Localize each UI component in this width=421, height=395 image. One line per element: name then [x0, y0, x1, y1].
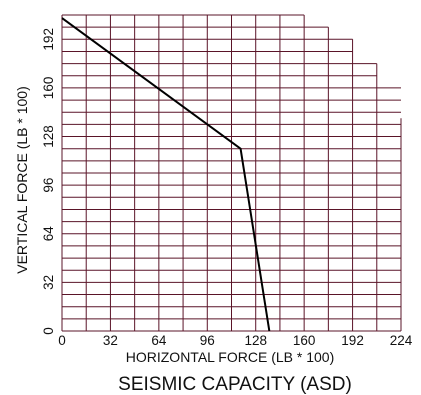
y-tick-label: 192 [41, 28, 56, 51]
y-tick-label: 64 [41, 226, 56, 242]
y-tick-label: 96 [41, 178, 56, 193]
x-tick-label: 128 [244, 333, 267, 348]
x-tick-label: 224 [390, 333, 413, 348]
y-axis-title: VERTICAL FORCE (LB * 100) [14, 86, 30, 274]
capacity-line [61, 17, 271, 332]
x-tick-labels: 0 32 64 96 128 160 192 224 [58, 333, 413, 348]
y-tick-label: 160 [41, 77, 56, 100]
x-axis-title: HORIZONTAL FORCE (LB * 100) [126, 349, 334, 365]
series-group [61, 17, 271, 332]
chart-title: SEISMIC CAPACITY (ASD) [118, 374, 352, 395]
x-tick-label: 0 [58, 333, 66, 348]
y-tick-label: 0 [41, 327, 56, 335]
y-tick-label: 32 [41, 275, 56, 290]
x-tick-label: 192 [341, 333, 364, 348]
x-tick-label: 96 [200, 333, 215, 348]
grid [61, 14, 402, 332]
x-tick-label: 160 [293, 333, 316, 348]
x-tick-label: 64 [151, 333, 167, 348]
x-tick-label: 32 [103, 333, 118, 348]
y-tick-labels: 0 32 64 96 128 160 192 [41, 28, 56, 335]
y-tick-label: 128 [41, 125, 56, 148]
